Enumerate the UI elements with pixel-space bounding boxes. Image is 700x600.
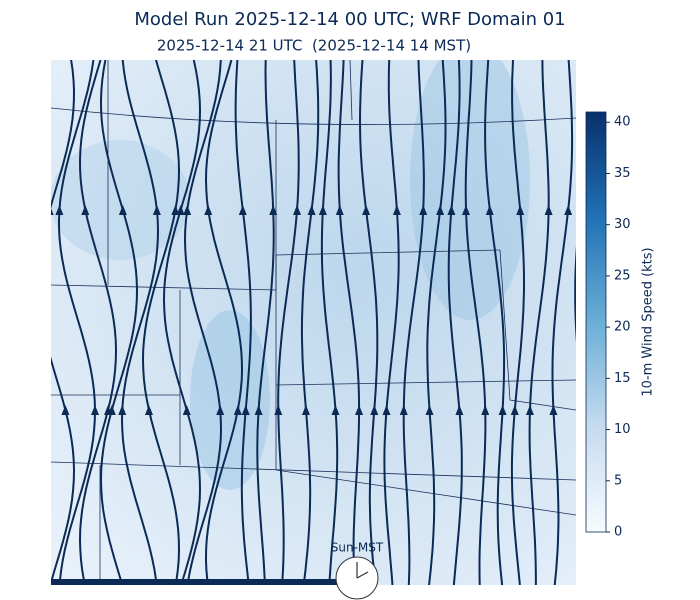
streamline-arrow — [447, 205, 456, 215]
streamline — [402, 60, 425, 585]
streamline — [574, 245, 576, 343]
streamline-arrow — [182, 405, 191, 415]
streamline-arrow — [216, 405, 225, 415]
streamline — [256, 60, 275, 585]
streamline-arrow — [183, 205, 192, 215]
streamline — [464, 60, 487, 585]
streamline-arrow — [576, 205, 584, 215]
streamline — [99, 60, 139, 585]
streamline-arrow — [269, 205, 278, 215]
streamline-arrow — [144, 405, 153, 415]
streamline — [277, 60, 300, 585]
streamline-arrow — [51, 208, 54, 215]
streamline-arrow — [176, 205, 185, 215]
streamline-arrow — [238, 205, 247, 215]
streamline — [51, 60, 76, 585]
streamlines — [51, 60, 584, 585]
streamline-arrow — [564, 205, 573, 215]
streamline-arrow — [419, 205, 428, 215]
streamline — [426, 60, 447, 585]
streamline — [204, 60, 244, 585]
streamline-arrow — [355, 405, 364, 415]
streamline-arrow — [81, 205, 90, 215]
streamline — [162, 60, 202, 585]
streamline-arrow — [318, 205, 327, 215]
subtitle: 2025-12-14 21 UTC (2025-12-14 14 MST) — [157, 37, 471, 55]
streamline-arrow — [301, 405, 310, 415]
colorbar-tick-label: 40 — [614, 115, 631, 130]
colorbar-tick-label: 30 — [614, 217, 631, 232]
streamline-arrow — [331, 405, 340, 415]
colorbar-tick-label: 20 — [614, 320, 631, 335]
streamline-arrow — [335, 205, 344, 215]
streamline — [528, 60, 550, 585]
time-progress — [51, 579, 357, 585]
streamline — [78, 60, 118, 585]
streamline-arrow — [461, 205, 470, 215]
colorbar-tick-label: 25 — [614, 268, 631, 283]
streamline — [183, 60, 223, 585]
streamline — [510, 60, 525, 585]
clock-label: Sun-MST — [331, 541, 384, 555]
streamline-arrow — [293, 205, 302, 215]
streamline-arrow — [485, 205, 494, 215]
streamline — [484, 60, 506, 585]
streamline — [141, 60, 181, 585]
streamline-arrow — [370, 405, 379, 415]
streamline-arrow — [254, 405, 263, 415]
colorbar-tick-label: 35 — [614, 166, 631, 181]
streamline-arrow — [55, 205, 64, 215]
streamline-arrow — [171, 205, 180, 215]
colorbar-tick-label: 10 — [614, 422, 631, 437]
colorbar-ticks: 0 5 10 15 20 25 30 35 40 — [606, 115, 631, 540]
streamline-arrow — [274, 405, 283, 415]
streamline-arrow — [61, 405, 70, 415]
streamline-arrow — [90, 405, 99, 415]
streamline — [57, 60, 97, 585]
streamline-arrow — [481, 405, 490, 415]
streamline-arrow — [107, 405, 116, 415]
streamline — [300, 60, 320, 585]
streamline — [337, 60, 361, 585]
streamline-arrow — [152, 205, 161, 215]
streamline-arrow — [498, 405, 507, 415]
streamline-arrow — [241, 405, 250, 415]
map — [51, 60, 584, 585]
colorbar-tick-label: 5 — [614, 473, 622, 488]
title: Model Run 2025-12-14 00 UTC; WRF Domain … — [134, 9, 565, 30]
streamline — [383, 60, 400, 585]
streamline-arrow — [204, 205, 213, 215]
streamline-arrow — [510, 405, 519, 415]
streamline — [234, 60, 252, 585]
streamline-arrow — [392, 205, 401, 215]
streamline — [358, 60, 379, 585]
streamline-arrow — [118, 405, 127, 415]
streamline — [551, 60, 574, 585]
streamline-arrow — [544, 205, 553, 215]
colorbar-label: 10-m Wind Speed (kts) — [641, 247, 656, 396]
streamline-arrow — [516, 205, 525, 215]
colorbar — [585, 111, 607, 533]
streamline — [320, 60, 339, 585]
streamline-arrow — [549, 405, 558, 415]
streamline-arrow — [233, 405, 242, 415]
streamline-arrow — [399, 405, 408, 415]
streamline-arrow — [425, 405, 434, 415]
streamline-arrow — [307, 205, 316, 215]
streamline — [120, 60, 160, 585]
streamline-arrow — [455, 405, 464, 415]
colorbar-tick-label: 0 — [614, 525, 622, 540]
streamline-arrow — [382, 405, 391, 415]
colorbar-tick-label: 15 — [614, 371, 631, 386]
streamline-arrow — [118, 205, 127, 215]
clock-hand — [356, 571, 369, 579]
streamline-arrow — [525, 405, 534, 415]
streamline — [447, 60, 463, 585]
streamline-arrow — [362, 205, 371, 215]
streamline-arrow — [436, 205, 445, 215]
